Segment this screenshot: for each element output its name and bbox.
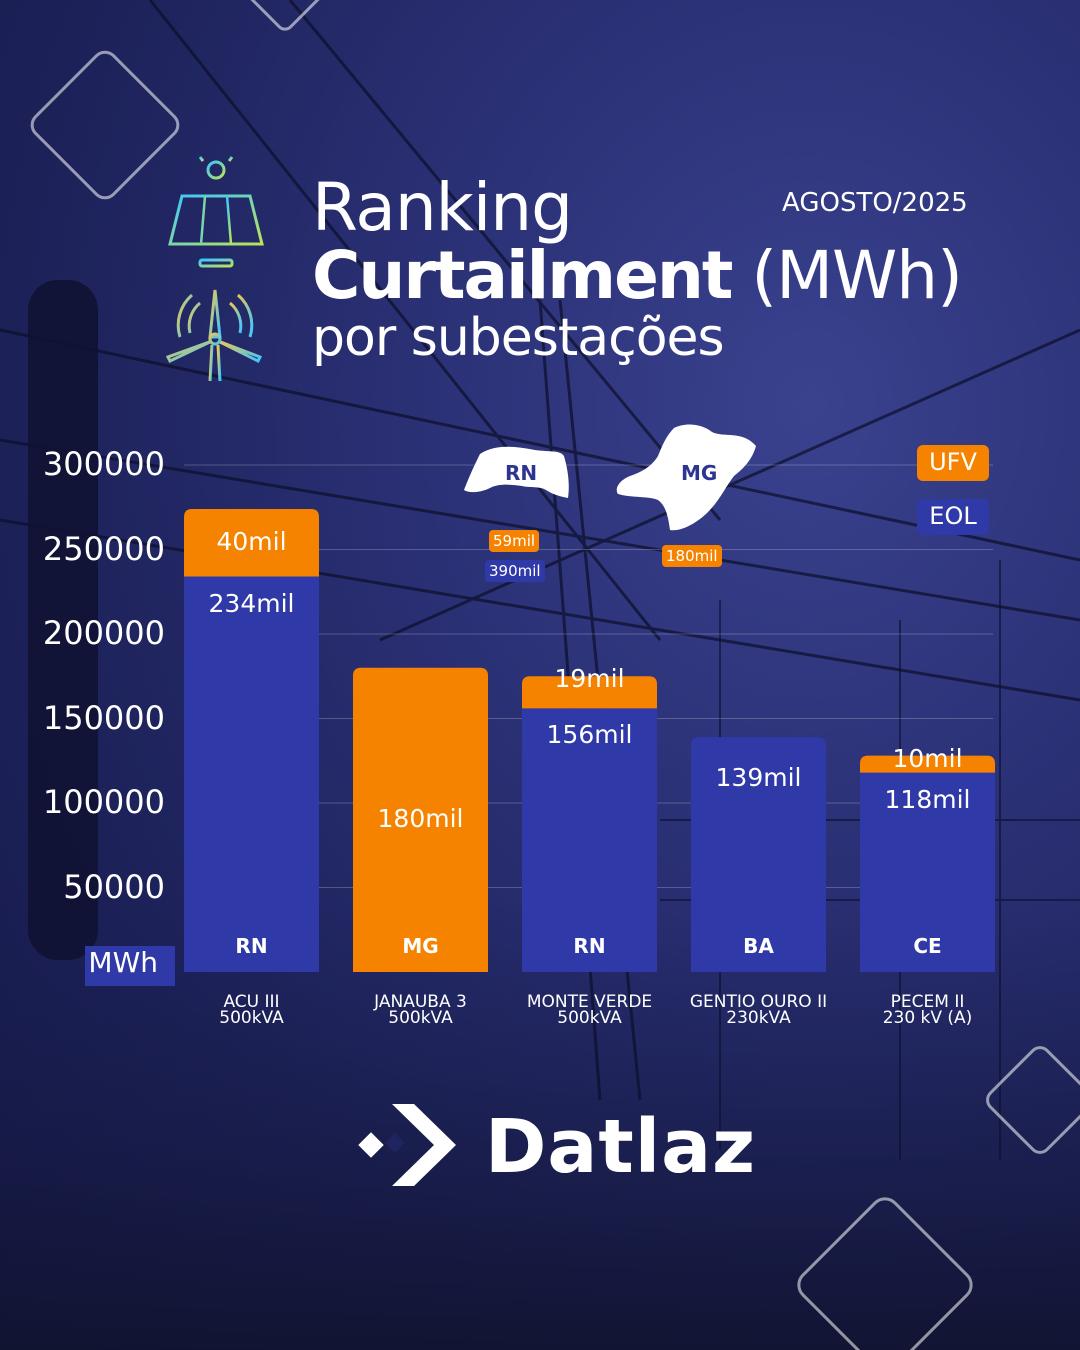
x-tick-name: MONTE VERDE	[526, 992, 653, 1012]
x-tick-label: PECEM II 230 kV (A)	[840, 992, 1015, 1028]
title-unit: (MWh)	[731, 237, 963, 314]
x-tick-name: JANAUBA 3	[374, 992, 467, 1012]
bar-state-label: BA	[743, 934, 774, 958]
mg-map-icon	[616, 424, 756, 531]
bar-label-ufv: 10mil	[892, 743, 963, 773]
legend-ufv: UFV	[917, 445, 989, 481]
bar-label-eol: 118mil	[884, 784, 971, 814]
bar-eol	[522, 708, 657, 972]
y-unit-label: MWh	[88, 946, 158, 979]
bar-label-eol: 234mil	[208, 588, 295, 618]
rn-eol-total: 390mil	[485, 560, 545, 582]
y-tick-label: 100000	[42, 783, 165, 821]
x-tick-label: GENTIO OURO II 230kVA	[671, 992, 846, 1028]
mg-ufv-total: 180mil	[662, 545, 722, 567]
bar-label-ufv: 19mil	[554, 664, 625, 694]
title-line2: Curtailment (MWh)	[312, 237, 963, 314]
bar-eol	[184, 576, 319, 972]
title-line3: por subestações	[312, 308, 725, 368]
y-tick-label: 200000	[42, 614, 165, 652]
period-label: AGOSTO/2025	[782, 188, 968, 218]
x-tick-name: ACU III	[223, 992, 280, 1012]
x-tick-name: GENTIO OURO II	[689, 992, 828, 1012]
title-bold: Curtailment	[312, 237, 733, 314]
x-tick-rating: 500kVA	[388, 1008, 453, 1028]
bar-label-ufv: 40mil	[216, 526, 287, 556]
rn-ufv-total: 59mil	[489, 530, 540, 552]
solar-panel-icon	[168, 151, 264, 268]
rn-map-label: RN	[505, 461, 538, 485]
bar-eol	[860, 772, 995, 972]
x-tick-rating: 500kVA	[219, 1008, 284, 1028]
y-tick-label: 250000	[42, 529, 165, 568]
y-unit-box	[85, 946, 175, 986]
y-tick-label: 150000	[42, 698, 165, 737]
datlaz-logo-icon	[358, 1104, 456, 1186]
title-line1: Ranking	[312, 169, 573, 246]
bar-eol	[691, 737, 826, 972]
bar-state-label: RN	[235, 934, 268, 958]
bar-state-label: CE	[913, 934, 942, 958]
x-tick-rating: 500kVA	[557, 1008, 622, 1028]
x-tick-label: ACU III 500kVA	[164, 992, 339, 1028]
x-tick-label: JANAUBA 3 500kVA	[333, 992, 508, 1028]
y-tick-label: 50000	[63, 867, 165, 906]
x-tick-rating: 230kVA	[726, 1008, 791, 1028]
x-tick-name: PECEM II	[890, 992, 965, 1012]
bar-label-ufv: 180mil	[377, 803, 464, 833]
bar-ufv	[353, 667, 488, 972]
x-tick-label: MONTE VERDE 500kVA	[502, 992, 677, 1028]
brand-name: Datlaz	[485, 1104, 757, 1190]
wind-turbine-icon	[165, 289, 263, 387]
bar-ufv	[184, 508, 319, 577]
bar-ufv	[522, 676, 657, 709]
bar-state-label: MG	[402, 934, 439, 958]
mg-map-label: MG	[681, 461, 718, 485]
bar-state-label: RN	[573, 934, 606, 958]
x-tick-rating: 230 kV (A)	[882, 1008, 973, 1028]
bar-label-eol: 156mil	[546, 720, 633, 750]
bar-ufv	[860, 755, 995, 773]
y-tick-label: 300000	[42, 445, 165, 483]
bar-label-eol: 139mil	[715, 763, 802, 793]
rn-map-icon	[464, 446, 569, 498]
legend-eol: EOL	[917, 499, 989, 535]
